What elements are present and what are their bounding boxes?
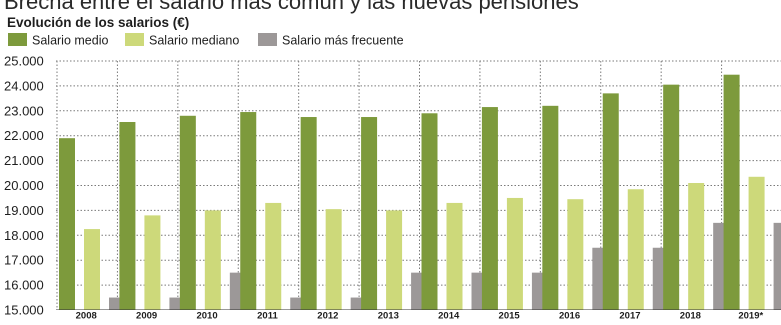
legend-label-3: Salario más frecuente bbox=[282, 34, 404, 48]
legend-label-1: Salario medio bbox=[32, 34, 108, 48]
bar-2-2017 bbox=[627, 189, 644, 310]
y-tick-label: 19.000 bbox=[4, 203, 44, 218]
y-tick-label: 15.000 bbox=[4, 303, 44, 318]
bar-1-2009 bbox=[119, 122, 136, 310]
x-tick-label: 2017 bbox=[619, 311, 640, 321]
x-label-band bbox=[56, 310, 781, 320]
x-tick-label: 2010 bbox=[196, 311, 217, 321]
bar-2-2013 bbox=[386, 210, 403, 310]
bar-3-2019* bbox=[773, 222, 781, 310]
x-tick-label: 2012 bbox=[317, 311, 338, 321]
y-tick-label: 16.000 bbox=[4, 278, 44, 293]
y-tick-label: 20.000 bbox=[4, 178, 44, 193]
bar-1-2017 bbox=[602, 93, 619, 311]
x-tick-label: 2008 bbox=[76, 311, 97, 321]
bar-2-2015 bbox=[506, 197, 523, 310]
bar-2-2009 bbox=[144, 215, 161, 310]
x-axis: 2008 2009 2010 2011 2012 2013 2014 2015 2016 2017… bbox=[56, 309, 781, 322]
bar-1-2019* bbox=[723, 74, 740, 310]
x-tick-label: 2011 bbox=[257, 311, 278, 321]
chart-subtitle: Evolución de los salarios (€) bbox=[7, 15, 189, 30]
bar-1-2008 bbox=[59, 138, 75, 310]
bar-2-2018 bbox=[688, 183, 705, 310]
x-tick-label: 2014 bbox=[438, 311, 460, 321]
chart-title: Brecha entre el salario más común y las … bbox=[4, 0, 579, 14]
x-tick-label: 2016 bbox=[559, 311, 580, 321]
y-tick-label: 23.000 bbox=[4, 103, 44, 118]
y-tick-label: 21.000 bbox=[4, 153, 44, 168]
y-tick-label: 25.000 bbox=[4, 54, 44, 69]
y-tick-label: 24.000 bbox=[4, 78, 44, 93]
y-axis: 15.000 16.000 17.000 18.000 19.000 20.000 21.0… bbox=[4, 54, 44, 318]
bar-2-2010 bbox=[204, 210, 221, 310]
x-tick-label: 2013 bbox=[378, 311, 399, 321]
y-tick-label: 22.000 bbox=[4, 128, 44, 143]
bar-2-2016 bbox=[567, 199, 584, 310]
bars bbox=[59, 74, 781, 311]
y-tick-label: 17.000 bbox=[4, 253, 44, 268]
bar-1-2010 bbox=[179, 115, 196, 310]
legend-swatch-1 bbox=[8, 33, 27, 46]
bar-1-2012 bbox=[300, 117, 317, 311]
y-tick-label: 18.000 bbox=[4, 228, 44, 243]
bar-2-2014 bbox=[446, 202, 463, 310]
legend-swatch-3 bbox=[258, 33, 277, 46]
bar-1-2015 bbox=[481, 107, 498, 310]
bar-1-2018 bbox=[663, 84, 680, 310]
bar-1-2016 bbox=[542, 105, 559, 310]
x-tick-label: 2015 bbox=[499, 311, 521, 321]
bar-2-2012 bbox=[325, 209, 342, 310]
bar-1-2014 bbox=[421, 113, 438, 310]
x-tick-label: 2018 bbox=[680, 311, 701, 321]
legend-swatch-2 bbox=[125, 33, 144, 46]
legend-label-2: Salario mediano bbox=[149, 34, 239, 48]
bar-2-2019* bbox=[748, 176, 765, 310]
bar-2-2008 bbox=[84, 229, 100, 310]
bar-2-2011 bbox=[265, 202, 282, 310]
legend: Salario medio Salario mediano Salario más … bbox=[8, 33, 404, 48]
bar-1-2011 bbox=[240, 112, 257, 310]
x-tick-label: 2019* bbox=[738, 311, 763, 321]
x-tick-label: 2009 bbox=[136, 311, 157, 321]
bar-1-2013 bbox=[361, 117, 378, 311]
